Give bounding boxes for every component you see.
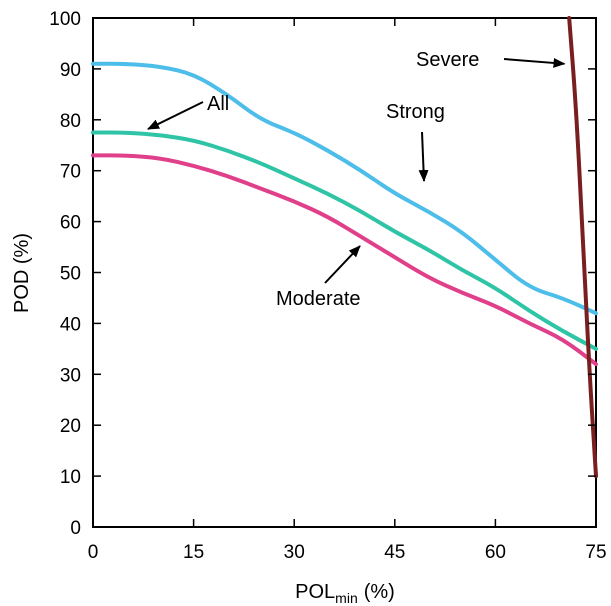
plot-border: [92, 17, 597, 528]
x-axis-title-subscript: min: [335, 590, 358, 606]
y-tick-label: 70: [60, 162, 81, 183]
annotation-label-strong: Strong: [386, 101, 445, 123]
y-tick-label: 50: [60, 264, 81, 285]
y-tick-label: 90: [60, 60, 81, 81]
annotation-label-severe: Severe: [416, 49, 479, 71]
x-tick-label: 45: [384, 542, 405, 563]
y-tick-label: 60: [60, 213, 81, 234]
y-tick-label: 20: [60, 416, 81, 437]
series-line-strong: [91, 61, 598, 316]
y-tick-label: 40: [60, 314, 81, 335]
series-line-severe: [567, 16, 598, 479]
annotations-layer: Severe Strong All Moderate: [147, 49, 566, 310]
plot-frame: [92, 17, 597, 528]
x-axis-title-main: POL: [295, 581, 335, 603]
x-tick-label: 75: [585, 542, 606, 563]
annotation-arrow-all: [147, 101, 204, 130]
x-axis-title-unit: (%): [364, 581, 395, 603]
x-tick-label: 15: [183, 542, 204, 563]
y-tick-label: 10: [60, 467, 81, 488]
y-tick-label: 100: [49, 9, 81, 30]
y-tick-label: 80: [60, 111, 81, 132]
annotation-arrow-moderate: [324, 245, 361, 284]
annotation-arrow-severe: [503, 57, 566, 68]
series-layer: [91, 16, 598, 479]
series-line-moderate: [91, 153, 598, 367]
annotation-label-all: All: [207, 93, 229, 115]
series-line-all: [91, 130, 598, 351]
annotation-label-moderate: Moderate: [276, 288, 361, 310]
y-axis-title: POD (%): [11, 233, 33, 313]
ticks-layer: 0 10 20 30 40 50 60 70 80 90 100 0 15 30 45 60 75: [49, 9, 606, 563]
x-tick-label: 30: [284, 542, 305, 563]
y-tick-label: 30: [60, 365, 81, 386]
annotation-arrow-strong: [418, 131, 429, 182]
x-tick-label: 60: [485, 542, 506, 563]
y-tick-label: 0: [70, 518, 81, 539]
x-axis-title: POLmin (%): [295, 581, 395, 606]
x-tick-label: 0: [88, 542, 99, 563]
